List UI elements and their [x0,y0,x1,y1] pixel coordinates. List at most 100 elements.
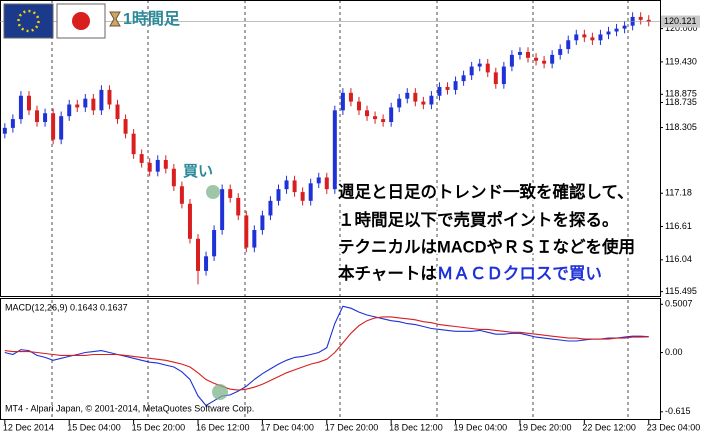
candle-body [348,92,353,102]
candle-body [332,110,337,190]
flags [3,3,121,39]
x-tick-label: 17 Dec 20:00 [325,422,379,432]
marks [0,12,660,407]
candle-body [187,203,192,239]
annotation: テクニカルはMACDやＲＳＩなどを使用 [338,236,635,256]
candle-body [445,86,450,90]
candle-body [493,72,498,85]
candle-body [236,197,241,216]
x-tick-label: 17 Dec 04:00 [260,422,314,432]
candle-body [123,119,128,134]
candle-body [155,159,160,172]
candle-body [75,104,80,108]
candle-body [501,66,506,85]
candle-body [2,127,7,134]
candle-body [107,89,112,105]
candle-body [534,57,539,61]
candle-body [517,51,522,55]
candle-body [260,215,265,231]
cross-marker [212,384,228,400]
x-tick-label: 12 Dec 2014 [3,422,54,432]
candle-body [212,230,217,257]
y-tick-label: 115.495 [665,286,697,296]
candle-body [598,34,603,41]
annotation: 週足と日足のトレンド一致を確認して、 [338,181,634,201]
candle-body [381,119,386,123]
candle-body [550,54,555,64]
candle-body [373,116,378,120]
y-tick-label: 116.61 [665,221,692,231]
candle-body [139,154,144,163]
y-tick-label: -0.615 [665,406,691,416]
y-tick-label: 0.5007 [665,299,693,309]
annotation: １時間足以下で売買ポイントを探る。 [338,209,619,229]
candle-body [566,40,571,50]
candle-body [220,189,225,231]
candle-body [59,116,64,140]
candle-body [614,28,619,32]
candle-body [509,54,514,67]
candle-body [131,133,136,155]
macd-label: MACD(12,26,9) 0.1643 0.1637 [5,302,128,312]
candle-body [365,110,370,117]
x-tick-label: 22 Dec 12:00 [582,422,636,432]
annotation: 本チャートはＭＡＣＤクロスで買い [338,263,602,283]
buy-label: 買い [183,163,213,180]
candle-body [252,230,257,248]
candle-body [91,98,96,111]
candle-body [405,92,410,99]
candle-body [453,81,458,90]
jp-sun [72,12,90,30]
hourglass-icon [109,11,121,27]
macd-line [4,316,649,391]
y-tick-label: 0.00 [665,347,683,357]
candle-body [179,186,184,204]
eu-stars [17,9,40,33]
macd-line [4,305,649,407]
last-price-box [661,15,700,28]
eu-flag [3,3,54,39]
y-tick-label: 116.04 [665,254,692,264]
y-tick-label: 120.000 [665,23,698,33]
x-tick-label: 18 Dec 12:00 [389,422,443,432]
annotation-highlight: ＭＡＣＤクロスで買い [437,264,602,283]
candle-body [35,110,40,123]
candle-body [196,238,200,271]
x-tick-label: 16 Dec 12:00 [196,422,250,432]
candle-body [590,37,595,41]
y-tick-label: 118.875 [665,89,697,99]
candle-body [284,180,289,190]
candle-body [204,256,209,271]
candle-body [461,75,466,82]
candle-body [646,19,651,22]
candle-body [526,51,530,58]
macd-panel-frame [0,298,661,420]
footer: MT4 - Alpari Japan, © 2001-2014, MetaQuo… [5,403,254,413]
candle-body [582,34,587,38]
candle-body [316,177,321,184]
separators [51,0,629,420]
candle-body [437,86,442,96]
candle-body [485,63,490,73]
x-tick-label: 15 Dec 04:00 [67,422,121,432]
candle-body [171,168,176,187]
y-tick-label: 119.430 [665,56,697,66]
candle-body [324,177,329,190]
candle-body [244,215,249,248]
candle-body [115,104,120,120]
candle-body [542,60,547,64]
y-tick-label: 118.735 [665,97,697,107]
candle-body [268,200,273,216]
candle-body [558,49,563,55]
candle-body [26,95,31,111]
candle-body [469,66,474,76]
candle-body [292,180,297,193]
price-panel-frame [0,0,661,297]
candle-body [477,63,482,67]
candle-body [413,92,418,102]
last-price-label: 120.121 [664,16,697,26]
candle-body [356,101,361,111]
candle-body [429,95,434,105]
x-tick-label: 19 Dec 20:00 [518,422,572,432]
